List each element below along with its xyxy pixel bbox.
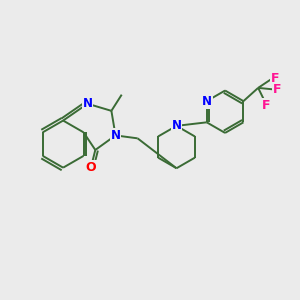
Text: F: F — [271, 72, 279, 85]
Text: N: N — [172, 119, 182, 132]
Text: N: N — [110, 129, 121, 142]
Text: F: F — [262, 99, 270, 112]
Text: F: F — [273, 83, 282, 96]
Text: N: N — [202, 94, 212, 108]
Text: N: N — [82, 97, 92, 110]
Text: O: O — [85, 161, 96, 174]
